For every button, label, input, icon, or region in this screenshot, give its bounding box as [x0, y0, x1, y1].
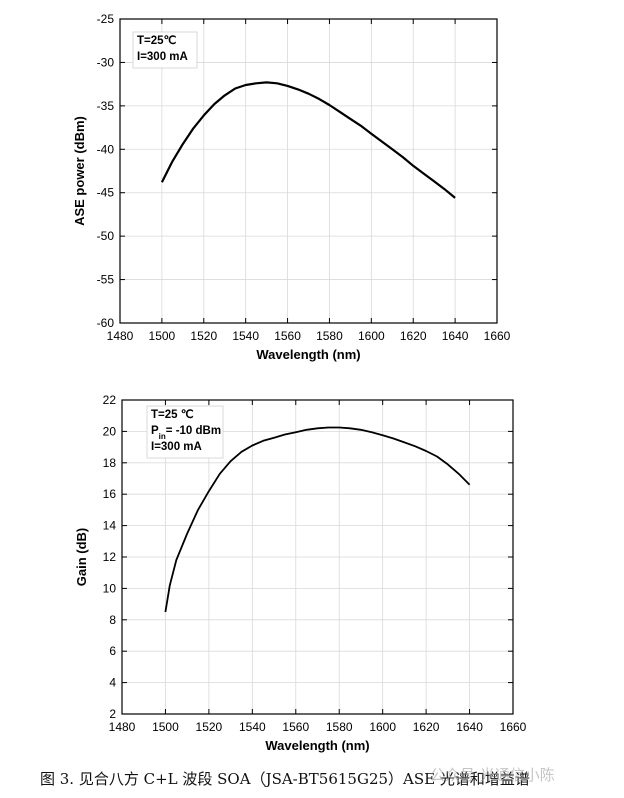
- y-tick-label: 16: [103, 487, 117, 501]
- x-tick-label: 1520: [196, 720, 223, 734]
- y-tick-label: 14: [103, 519, 117, 533]
- figure-canvas: 1480 1500 1520 1540 1560 1580 1600 1620 1640 1660…: [72, 12, 527, 753]
- plot-frame: [119, 18, 498, 324]
- gain-chart: 1480 1500 1520 1540 1560 1580 1600 1620 1640 1660…: [74, 393, 527, 753]
- y-tick-label: 4: [109, 676, 116, 690]
- x-axis-label: Wavelength (nm): [256, 347, 360, 362]
- x-tick-label: 1660: [500, 720, 527, 734]
- x-tick-label: 1640: [456, 720, 483, 734]
- series-line: [160, 81, 456, 199]
- annotation-text: T=25 ℃: [151, 408, 194, 421]
- x-tick-label: 1500: [152, 720, 179, 734]
- y-tick-label: -30: [97, 55, 115, 69]
- y-tick-label: -40: [97, 142, 115, 156]
- x-tick-label: 1640: [442, 329, 469, 343]
- x-tick-label: 1600: [369, 720, 396, 734]
- y-tick-label: 6: [109, 644, 116, 658]
- ase-power-chart: 1480 1500 1520 1540 1560 1580 1600 1620 1640 1660…: [72, 12, 511, 362]
- annotation-text: I=300 mA: [137, 51, 188, 63]
- x-axis-label: Wavelength (nm): [265, 738, 369, 753]
- x-tick-label: 1660: [484, 329, 511, 343]
- y-tick-label: -60: [97, 316, 115, 330]
- x-tick-label: 1580: [326, 720, 353, 734]
- y-axis-label: ASE power (dBm): [72, 116, 87, 226]
- x-tick-label: 1540: [232, 329, 259, 343]
- y-tick-label: -25: [97, 12, 115, 26]
- y-axis-label: Gain (dB): [74, 528, 89, 587]
- y-tick-label: 22: [103, 393, 117, 407]
- x-tick-label: 1540: [239, 720, 266, 734]
- series-line: [164, 426, 471, 613]
- y-tick-label: -45: [97, 186, 115, 200]
- y-tick-label: 18: [103, 456, 117, 470]
- y-tick-label: 20: [103, 424, 117, 438]
- watermark: 公众号·光通信小陈: [430, 766, 555, 784]
- x-tick-label: 1520: [190, 329, 217, 343]
- y-tick-label: 10: [103, 581, 117, 595]
- y-tick-label: 12: [103, 550, 117, 564]
- x-tick-label: 1620: [400, 329, 427, 343]
- annotation-text: T=25℃: [137, 34, 177, 47]
- y-tick-label: -55: [97, 273, 115, 287]
- y-tick-label: 2: [109, 707, 116, 721]
- x-tick-label: 1620: [413, 720, 440, 734]
- figure-caption: 图 3. 见合八方 C+L 波段 SOA（JSA-BT5615G25）ASE 光…: [40, 770, 530, 788]
- x-tick-label: 1560: [274, 329, 301, 343]
- annotation-box: [146, 405, 224, 459]
- x-tick-label: 1480: [109, 720, 136, 734]
- annotation-text: I=300 mA: [151, 441, 202, 453]
- x-tick-label: 1600: [358, 329, 385, 343]
- x-tick-label: 1480: [107, 329, 134, 343]
- annotation-box: [132, 31, 198, 69]
- y-tick-label: -50: [97, 229, 115, 243]
- x-tick-label: 1500: [149, 329, 176, 343]
- annotation-text: Pin= -10 dBm: [151, 425, 221, 441]
- x-tick-label: 1560: [282, 720, 309, 734]
- x-tick-label: 1580: [316, 329, 343, 343]
- y-tick-label: -35: [97, 99, 115, 113]
- y-tick-label: 8: [109, 613, 116, 627]
